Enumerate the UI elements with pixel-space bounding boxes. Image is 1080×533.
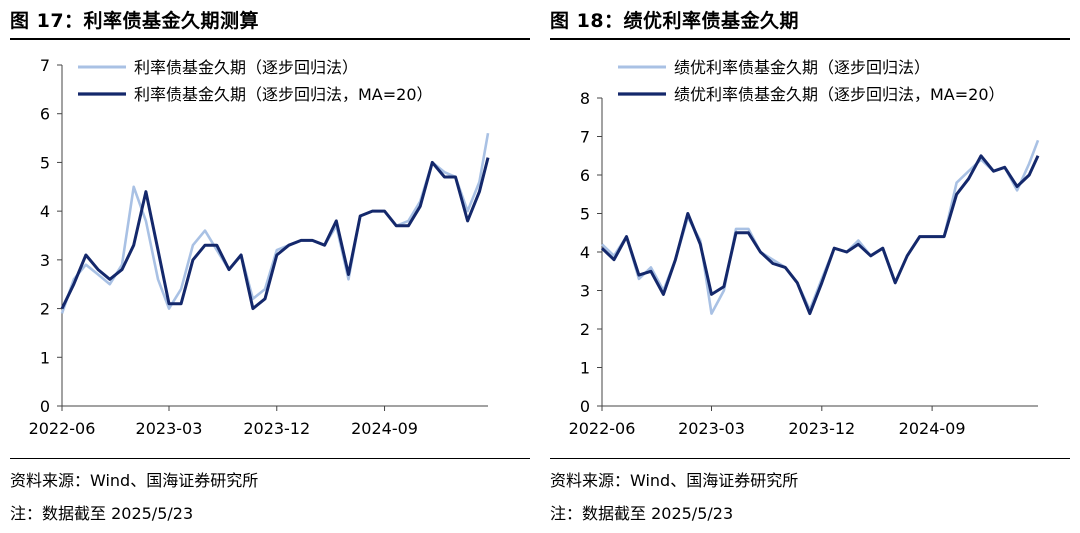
ma20-duration-series-line <box>600 154 1040 316</box>
y-tick-label: 8 <box>580 89 590 108</box>
y-tick-label: 5 <box>40 153 50 172</box>
x-tick-label: 2023-03 <box>678 419 745 438</box>
y-tick-label: 2 <box>40 300 50 319</box>
y-tick-label: 1 <box>580 359 590 378</box>
figure-title: 图 17：利率债基金久期测算 <box>10 10 260 32</box>
raw-duration-series-line <box>60 132 490 314</box>
y-tick-label: 3 <box>40 251 50 270</box>
source-note: 资料来源：Wind、国海证券研究所 <box>10 471 259 490</box>
legend-label: 利率债基金久期（逐步回归法，MA=20） <box>134 85 433 104</box>
x-tick-label: 2024-09 <box>899 419 966 438</box>
y-tick-label: 4 <box>40 202 50 221</box>
y-tick-label: 6 <box>580 166 590 185</box>
y-tick-label: 0 <box>40 397 50 416</box>
date-note: 注：数据截至 2025/5/23 <box>550 504 734 523</box>
y-tick-label: 5 <box>580 205 590 224</box>
figure-title: 图 18：绩优利率债基金久期 <box>550 10 800 32</box>
x-tick-label: 2024-09 <box>351 419 418 438</box>
x-tick-label: 2023-12 <box>788 419 855 438</box>
legend-label: 绩优利率债基金久期（逐步回归法，MA=20） <box>674 85 1005 104</box>
y-tick-label: 3 <box>580 282 590 301</box>
x-tick-label: 2023-03 <box>136 419 203 438</box>
date-note: 注：数据截至 2025/5/23 <box>10 504 194 523</box>
chart-panel-18: 图 18：绩优利率债基金久期 0 1 2 3 4 5 6 7 8 2022-06 2023-03 20… <box>550 0 1080 533</box>
duration-line-chart-18: 0 1 2 3 4 5 6 7 8 2022-06 2023-03 2023-12 2024-09 绩优利… <box>569 58 1040 438</box>
chart-panel-17: 图 17：利率债基金久期测算 0 1 2 3 4 5 6 7 2022-06 2023-03 202… <box>10 0 540 533</box>
y-tick-label: 7 <box>580 128 590 147</box>
y-tick-label: 0 <box>580 397 590 416</box>
duration-line-chart-17: 0 1 2 3 4 5 6 7 2022-06 2023-03 2023-12 2024-09 利率债基… <box>29 56 490 438</box>
source-note: 资料来源：Wind、国海证券研究所 <box>550 471 799 490</box>
y-tick-label: 6 <box>40 105 50 124</box>
ma20-duration-series-line <box>60 157 490 311</box>
footer-divider <box>10 458 530 459</box>
legend-label: 绩优利率债基金久期（逐步回归法） <box>674 58 930 77</box>
y-tick-label: 1 <box>40 348 50 367</box>
y-tick-label: 2 <box>580 320 590 339</box>
x-tick-label: 2023-12 <box>243 419 310 438</box>
x-tick-label: 2022-06 <box>569 419 636 438</box>
legend-label: 利率债基金久期（逐步回归法） <box>134 58 358 77</box>
footer-divider <box>550 458 1070 459</box>
title-divider <box>10 38 530 40</box>
x-tick-label: 2022-06 <box>29 419 96 438</box>
y-tick-label: 7 <box>40 56 50 75</box>
y-tick-label: 4 <box>580 243 590 262</box>
title-divider <box>550 38 1070 40</box>
